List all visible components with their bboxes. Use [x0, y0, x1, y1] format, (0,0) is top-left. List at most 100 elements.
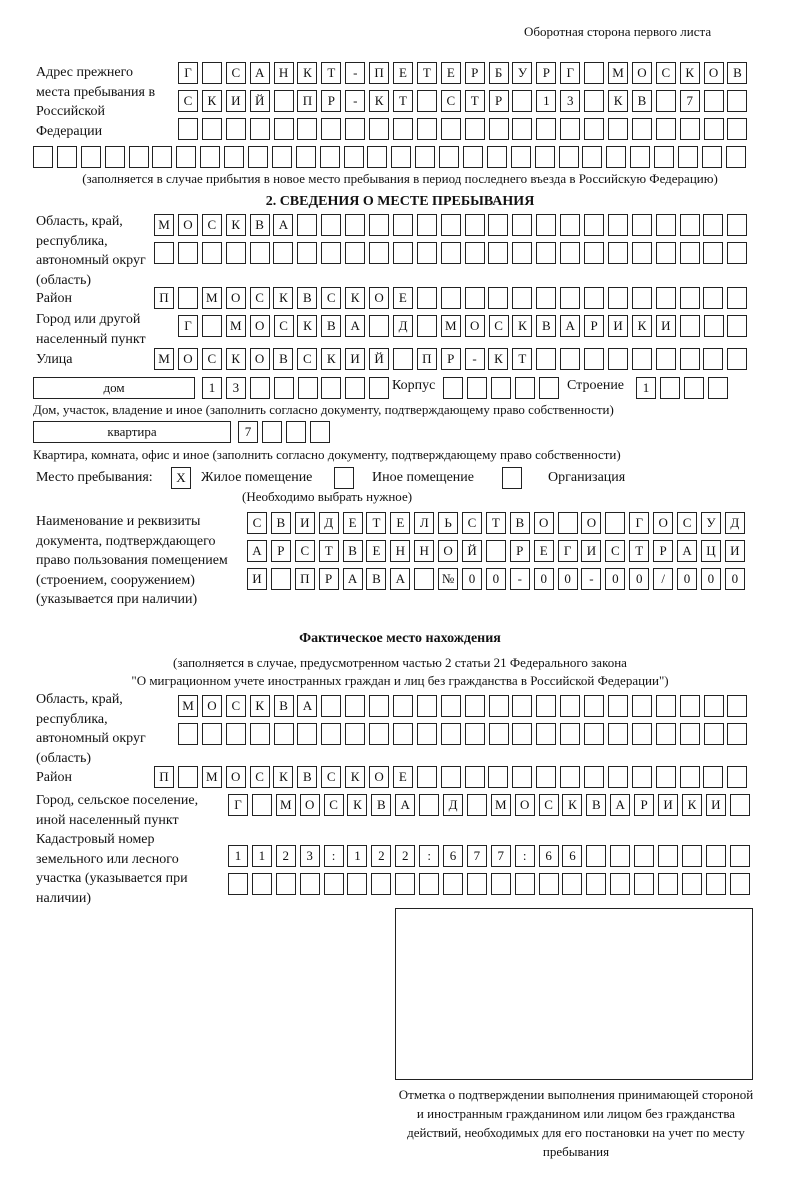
char-cell[interactable]: В [342, 540, 363, 562]
char-cell[interactable]: - [464, 348, 485, 370]
char-cell[interactable] [419, 873, 440, 895]
char-cell[interactable] [201, 242, 222, 264]
char-cell[interactable] [701, 146, 722, 168]
char-cell[interactable]: Й [462, 540, 483, 562]
char-cell[interactable] [705, 845, 726, 867]
char-cell[interactable] [631, 348, 652, 370]
char-cell[interactable]: Т [318, 540, 339, 562]
char-cell[interactable]: О [653, 512, 674, 534]
char-cell[interactable]: Й [249, 90, 270, 112]
char-cell[interactable] [538, 377, 559, 399]
char-cell[interactable] [679, 214, 700, 236]
char-cell[interactable]: К [608, 90, 629, 112]
char-cell[interactable] [393, 118, 414, 140]
char-cell[interactable] [679, 242, 700, 264]
char-cell[interactable] [679, 287, 700, 309]
char-cell[interactable] [488, 214, 509, 236]
char-cell[interactable] [440, 214, 461, 236]
char-cell[interactable]: О [369, 287, 390, 309]
char-cell[interactable]: С [605, 540, 626, 562]
char-cell[interactable] [319, 146, 340, 168]
char-cell[interactable] [683, 377, 704, 399]
char-cell[interactable]: К [369, 90, 390, 112]
char-cell[interactable] [488, 766, 509, 788]
char-cell[interactable] [727, 766, 748, 788]
char-cell[interactable]: Г [629, 512, 650, 534]
char-cell[interactable]: 2 [371, 845, 392, 867]
char-cell[interactable]: К [345, 766, 366, 788]
char-cell[interactable]: О [299, 794, 320, 816]
char-cell[interactable] [512, 118, 533, 140]
char-cell[interactable]: Р [509, 540, 530, 562]
char-cell[interactable]: В [321, 315, 342, 337]
char-cell[interactable]: Д [443, 794, 464, 816]
char-cell[interactable]: Р [584, 315, 605, 337]
char-cell[interactable]: О [631, 62, 652, 84]
char-cell[interactable]: 1 [536, 90, 557, 112]
char-cell[interactable]: Т [485, 512, 506, 534]
char-cell[interactable] [536, 242, 557, 264]
char-cell[interactable]: А [273, 214, 294, 236]
char-cell[interactable] [679, 118, 700, 140]
char-cell[interactable] [369, 723, 390, 745]
char-cell[interactable]: П [294, 568, 315, 590]
char-cell[interactable] [309, 421, 330, 443]
char-cell[interactable] [249, 118, 270, 140]
char-cell[interactable]: К [679, 62, 700, 84]
char-cell[interactable] [225, 242, 246, 264]
char-cell[interactable]: К [488, 348, 509, 370]
char-cell[interactable] [512, 90, 533, 112]
char-cell[interactable]: С [462, 512, 483, 534]
char-cell[interactable]: К [321, 348, 342, 370]
char-cell[interactable] [273, 723, 294, 745]
char-cell[interactable]: - [345, 90, 366, 112]
char-cell[interactable] [321, 377, 342, 399]
char-cell[interactable] [512, 242, 533, 264]
char-cell[interactable] [443, 377, 463, 399]
option-residential-checkbox[interactable]: X [171, 467, 191, 489]
char-cell[interactable]: Г [228, 794, 248, 816]
char-cell[interactable]: О [514, 794, 535, 816]
char-cell[interactable] [703, 214, 724, 236]
char-cell[interactable]: Т [416, 62, 437, 84]
char-cell[interactable]: Ь [438, 512, 459, 534]
char-cell[interactable] [369, 315, 390, 337]
char-cell[interactable] [512, 723, 533, 745]
char-cell[interactable] [177, 766, 198, 788]
char-cell[interactable]: В [631, 90, 652, 112]
char-cell[interactable] [560, 287, 581, 309]
char-cell[interactable]: А [677, 540, 698, 562]
char-cell[interactable] [443, 873, 464, 895]
char-cell[interactable]: К [297, 315, 318, 337]
char-cell[interactable] [705, 873, 726, 895]
apartment-type-field[interactable]: квартира [33, 421, 231, 443]
char-cell[interactable] [416, 315, 437, 337]
char-cell[interactable]: Е [392, 766, 413, 788]
char-cell[interactable] [557, 512, 578, 534]
previous-address-row-3[interactable] [178, 118, 748, 140]
char-cell[interactable] [488, 242, 509, 264]
char-cell[interactable] [251, 873, 272, 895]
char-cell[interactable] [607, 242, 628, 264]
char-cell[interactable]: Д [318, 512, 339, 534]
char-cell[interactable] [391, 146, 412, 168]
char-cell[interactable] [249, 242, 270, 264]
char-cell[interactable]: А [345, 315, 366, 337]
char-cell[interactable]: Ц [700, 540, 721, 562]
char-cell[interactable]: 7 [466, 845, 487, 867]
char-cell[interactable]: 3 [299, 845, 320, 867]
char-cell[interactable] [655, 287, 676, 309]
char-cell[interactable]: Н [273, 62, 294, 84]
char-cell[interactable]: М [608, 62, 629, 84]
char-cell[interactable] [392, 242, 413, 264]
char-cell[interactable]: И [655, 315, 676, 337]
char-cell[interactable] [228, 873, 248, 895]
char-cell[interactable] [261, 421, 282, 443]
char-cell[interactable] [558, 146, 579, 168]
char-cell[interactable] [584, 118, 605, 140]
char-cell[interactable]: 1 [251, 845, 272, 867]
char-cell[interactable] [416, 90, 437, 112]
